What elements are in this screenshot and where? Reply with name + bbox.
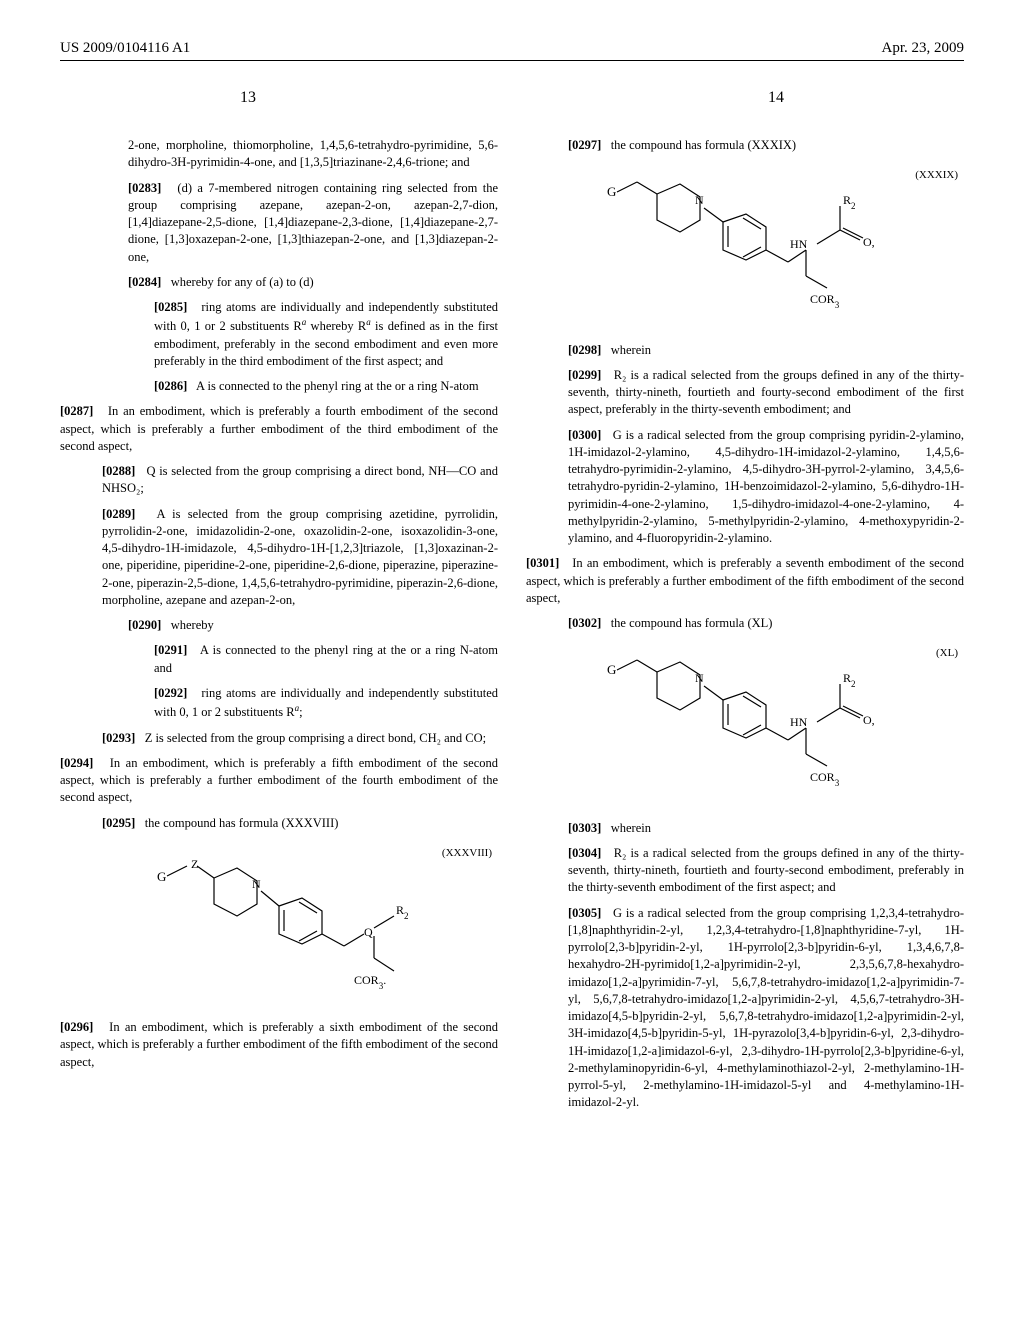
svg-text:COR3: COR3 <box>810 292 840 310</box>
para-0300: [0300] G is a radical selected from the … <box>526 427 964 548</box>
para-0296: [0296] In an embodiment, which is prefer… <box>60 1019 498 1071</box>
left-column: 2-one, morpholine, thiomorpholine, 1,4,5… <box>60 137 498 1120</box>
chem-structure-xxxviii: G Z N <box>139 846 419 996</box>
right-column: [0297] the compound has formula (XXXIX) … <box>526 137 964 1120</box>
header-rule <box>60 60 964 61</box>
para-0293: [0293] Z is selected from the group comp… <box>60 730 498 747</box>
page-header: US 2009/0104116 A1 Apr. 23, 2009 <box>60 40 964 57</box>
svg-text:G: G <box>607 662 616 677</box>
formula-xl-label: (XL) <box>936 646 958 661</box>
svg-text:Q: Q <box>364 925 373 939</box>
para-0291: [0291] A is connected to the phenyl ring… <box>60 642 498 677</box>
svg-text:Z: Z <box>191 857 198 871</box>
publication-number: US 2009/0104116 A1 <box>60 40 190 57</box>
chem-structure-xl: G N HN O, <box>595 646 895 796</box>
para-0289: [0289] A is selected from the group comp… <box>60 506 498 610</box>
para-0282-cont: 2-one, morpholine, thiomorpholine, 1,4,5… <box>60 137 498 172</box>
svg-text:N: N <box>695 671 704 685</box>
formula-xxxix-label: (XXXIX) <box>915 168 958 183</box>
para-0288: [0288] Q is selected from the group comp… <box>60 463 498 498</box>
para-0283: [0283] (d) a 7-membered nitrogen contain… <box>60 180 498 266</box>
para-0303: [0303] wherein <box>526 820 964 837</box>
page-num-left: 13 <box>240 89 256 107</box>
para-0305: [0305] G is a radical selected from the … <box>526 905 964 1112</box>
para-0284: [0284] whereby for any of (a) to (d) <box>60 274 498 291</box>
svg-text:R2: R2 <box>843 193 856 211</box>
publication-date: Apr. 23, 2009 <box>882 40 965 57</box>
chem-structure-xxxix: G N HN <box>595 168 895 318</box>
para-0299: [0299] R₂ is a radical selected from the… <box>526 367 964 419</box>
svg-text:G: G <box>157 869 166 884</box>
para-0298: [0298] wherein <box>526 342 964 359</box>
svg-text:COR3: COR3 <box>810 770 840 788</box>
para-0290: [0290] whereby <box>60 617 498 634</box>
formula-xxxix: (XXXIX) G N <box>526 168 964 323</box>
two-column-layout: 2-one, morpholine, thiomorpholine, 1,4,5… <box>60 137 964 1120</box>
para-0287: [0287] In an embodiment, which is prefer… <box>60 403 498 455</box>
formula-xxxviii-label: (XXXVIII) <box>442 846 492 861</box>
svg-text:R2: R2 <box>396 903 409 921</box>
page-num-right: 14 <box>768 89 784 107</box>
para-0297: [0297] the compound has formula (XXXIX) <box>526 137 964 154</box>
svg-text:N: N <box>252 877 261 891</box>
svg-text:COR3.: COR3. <box>354 973 386 991</box>
svg-text:R2: R2 <box>843 671 856 689</box>
page-numbers: 13 14 <box>240 89 784 107</box>
formula-xxxviii: (XXXVIII) G Z N <box>60 846 498 1001</box>
svg-text:HN: HN <box>790 715 808 729</box>
svg-text:N: N <box>695 193 704 207</box>
svg-text:O,: O, <box>863 235 875 249</box>
para-0286: [0286] A is connected to the phenyl ring… <box>60 378 498 395</box>
para-0292: [0292] ring atoms are individually and i… <box>60 685 498 722</box>
para-0301: [0301] In an embodiment, which is prefer… <box>526 555 964 607</box>
para-0302: [0302] the compound has formula (XL) <box>526 615 964 632</box>
svg-text:O,: O, <box>863 713 875 727</box>
svg-text:HN: HN <box>790 237 808 251</box>
svg-text:G: G <box>607 184 616 199</box>
para-0295: [0295] the compound has formula (XXXVIII… <box>60 815 498 832</box>
para-0304: [0304] R₂ is a radical selected from the… <box>526 845 964 897</box>
para-0285: [0285] ring atoms are individually and i… <box>60 299 498 370</box>
para-0294: [0294] In an embodiment, which is prefer… <box>60 755 498 807</box>
formula-xl: (XL) G N HN <box>526 646 964 801</box>
